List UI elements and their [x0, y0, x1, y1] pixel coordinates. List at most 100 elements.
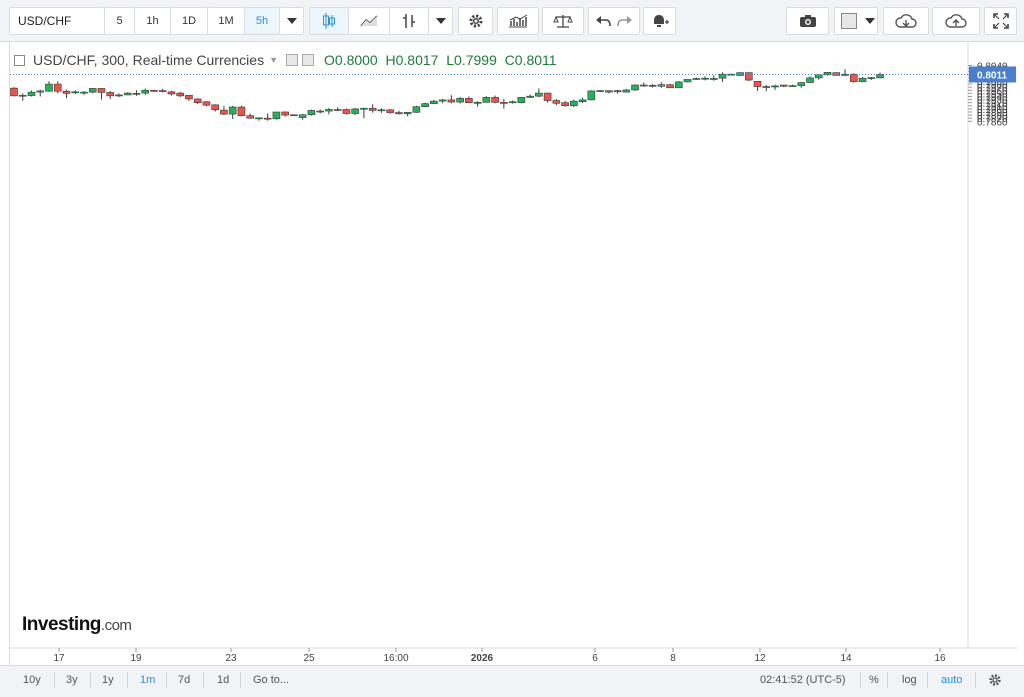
hide-series-icon[interactable] — [286, 54, 298, 66]
candle[interactable] — [53, 81, 62, 94]
bar-style-button[interactable] — [389, 7, 429, 35]
interval-5h-button[interactable]: 5h — [244, 7, 280, 35]
candle[interactable] — [500, 98, 508, 109]
candle[interactable] — [779, 84, 788, 88]
candle[interactable] — [88, 88, 97, 94]
candle[interactable] — [526, 94, 534, 99]
candle[interactable] — [465, 96, 473, 103]
undo-icon[interactable] — [595, 15, 611, 27]
candle[interactable] — [281, 111, 289, 117]
collapse-legend-icon[interactable] — [14, 54, 25, 66]
candle[interactable] — [237, 105, 246, 117]
candle[interactable] — [622, 89, 631, 93]
candle[interactable] — [657, 82, 666, 88]
candle[interactable] — [447, 95, 456, 104]
candle[interactable] — [701, 76, 709, 81]
candle[interactable] — [535, 88, 543, 98]
candle[interactable] — [290, 114, 298, 117]
alert-button[interactable] — [643, 7, 676, 35]
candle[interactable] — [718, 72, 727, 82]
candle[interactable] — [176, 91, 185, 98]
time-axis[interactable] — [10, 648, 1017, 665]
symbol-input[interactable]: USD/CHF — [9, 7, 105, 35]
chart-style-dropdown[interactable] — [428, 7, 453, 35]
candle[interactable] — [797, 82, 806, 88]
candle[interactable] — [360, 107, 368, 119]
candle[interactable] — [395, 110, 403, 115]
candle[interactable] — [675, 80, 683, 89]
candle[interactable] — [605, 90, 613, 94]
candle[interactable] — [412, 105, 421, 113]
candle[interactable] — [325, 107, 333, 115]
candle[interactable] — [788, 84, 797, 87]
range-1m-button[interactable]: 1m — [140, 674, 156, 686]
compare-button[interactable] — [542, 7, 584, 35]
candle[interactable] — [570, 99, 578, 108]
candle[interactable] — [587, 90, 596, 101]
candle[interactable] — [421, 102, 429, 108]
candle[interactable] — [666, 83, 674, 89]
candle[interactable] — [386, 109, 394, 114]
candle[interactable] — [648, 84, 657, 88]
candle[interactable] — [185, 94, 193, 101]
candle[interactable] — [858, 76, 867, 83]
candle[interactable] — [263, 113, 272, 121]
candle[interactable] — [368, 104, 377, 113]
candle[interactable] — [71, 90, 80, 95]
indicators-button[interactable] — [497, 7, 539, 35]
candle[interactable] — [45, 81, 53, 92]
candle[interactable] — [106, 90, 115, 99]
candle[interactable] — [762, 85, 771, 92]
range-3y-button[interactable]: 3y — [66, 674, 78, 686]
candle[interactable] — [255, 117, 263, 121]
interval-1m-button[interactable]: 1M — [207, 7, 245, 35]
legend-title[interactable]: USD/CHF, 300, Real-time Currencies — [33, 52, 265, 68]
candle[interactable] — [10, 87, 18, 97]
log-toggle[interactable]: log — [902, 674, 917, 686]
candle[interactable] — [814, 74, 823, 80]
range-1d-button[interactable]: 1d — [217, 674, 230, 686]
interval-1d-button[interactable]: 1D — [170, 7, 208, 35]
candle[interactable] — [193, 98, 202, 105]
series-settings-icon[interactable] — [302, 54, 314, 66]
candle[interactable] — [867, 76, 876, 81]
candle[interactable] — [578, 97, 587, 103]
candle[interactable] — [456, 97, 464, 104]
candle[interactable] — [841, 69, 849, 77]
price-axis[interactable] — [968, 42, 1017, 648]
candle[interactable] — [27, 90, 36, 97]
candle[interactable] — [613, 89, 622, 94]
percent-toggle[interactable]: % — [869, 674, 879, 686]
candle[interactable] — [220, 105, 228, 116]
candle[interactable] — [430, 99, 438, 105]
candle[interactable] — [806, 76, 814, 83]
candle[interactable] — [543, 92, 552, 103]
screenshot-button[interactable] — [786, 7, 829, 35]
candle[interactable] — [62, 89, 71, 99]
line-style-button[interactable] — [348, 7, 390, 35]
candle[interactable] — [508, 100, 517, 104]
candle[interactable] — [771, 84, 779, 90]
candle[interactable] — [596, 89, 604, 92]
candle[interactable] — [342, 108, 351, 115]
candle[interactable] — [823, 72, 832, 76]
fullscreen-button[interactable] — [984, 7, 1017, 35]
auto-toggle[interactable]: auto — [941, 674, 963, 686]
settings-button[interactable] — [458, 7, 493, 35]
candle[interactable] — [640, 82, 648, 87]
candle[interactable] — [482, 96, 491, 103]
candle[interactable] — [744, 72, 753, 81]
candle[interactable] — [561, 101, 569, 107]
legend-caret-icon[interactable]: ▼ — [269, 55, 278, 65]
save-cloud-button[interactable] — [883, 7, 929, 35]
load-cloud-button[interactable] — [932, 7, 980, 35]
redo-icon[interactable] — [617, 15, 633, 27]
candle[interactable] — [438, 98, 447, 104]
candle[interactable] — [631, 84, 639, 91]
candle[interactable] — [876, 72, 884, 79]
range-10y-button[interactable]: 10y — [23, 674, 41, 686]
range-1y-button[interactable]: 1y — [102, 674, 114, 686]
candle[interactable] — [18, 93, 27, 101]
candle[interactable] — [753, 80, 762, 91]
